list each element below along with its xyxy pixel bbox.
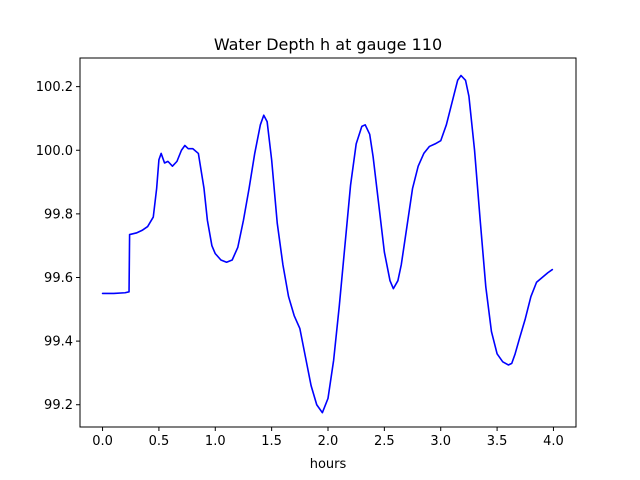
x-tick-label: 0.5 <box>149 434 170 449</box>
x-tick-label: 3.5 <box>487 434 508 449</box>
x-tick-label: 2.5 <box>374 434 395 449</box>
plot-area <box>101 74 554 414</box>
x-tick-label: 1.5 <box>261 434 282 449</box>
y-tick-label: 99.6 <box>44 271 73 286</box>
y-tick-label: 100.0 <box>36 144 73 159</box>
y-tick-label: 99.8 <box>44 207 73 222</box>
x-tick-label: 3.0 <box>430 434 451 449</box>
x-tick-label: 0.0 <box>92 434 113 449</box>
x-tick-label: 2.0 <box>318 434 339 449</box>
series-line <box>101 74 554 414</box>
x-axis-label: hours <box>310 457 347 472</box>
chart-title: Water Depth h at gauge 110 <box>214 35 442 54</box>
y-tick-label: 100.2 <box>36 80 73 95</box>
x-tick-label: 1.0 <box>205 434 226 449</box>
y-tick-label: 99.4 <box>44 335 73 350</box>
axis-ticks: 0.0 0.5 1.0 1.5 2.0 2.5 3.0 3.5 4.0 99.2 99.4 99.6 9… <box>36 80 564 449</box>
axes-frame <box>79 57 577 428</box>
y-tick-label: 99.2 <box>44 398 73 413</box>
x-tick-label: 4.0 <box>543 434 564 449</box>
